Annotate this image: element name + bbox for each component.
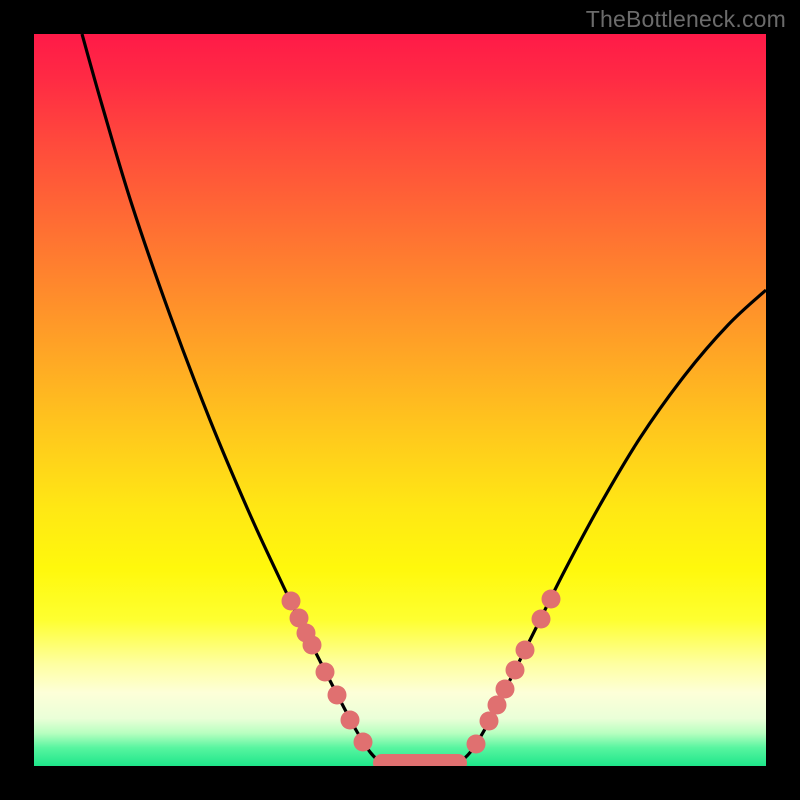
- data-marker: [542, 590, 561, 609]
- gradient-background: [34, 34, 766, 766]
- data-marker: [532, 610, 551, 629]
- data-marker: [496, 680, 515, 699]
- data-marker: [303, 636, 322, 655]
- data-marker: [467, 735, 486, 754]
- bottom-marker-bar: [373, 754, 467, 772]
- data-marker: [516, 641, 535, 660]
- data-marker: [328, 686, 347, 705]
- chart-svg: [0, 0, 800, 800]
- data-marker: [341, 711, 360, 730]
- data-marker: [354, 733, 373, 752]
- data-marker: [282, 592, 301, 611]
- data-marker: [506, 661, 525, 680]
- data-marker: [316, 663, 335, 682]
- watermark-text: TheBottleneck.com: [586, 6, 786, 33]
